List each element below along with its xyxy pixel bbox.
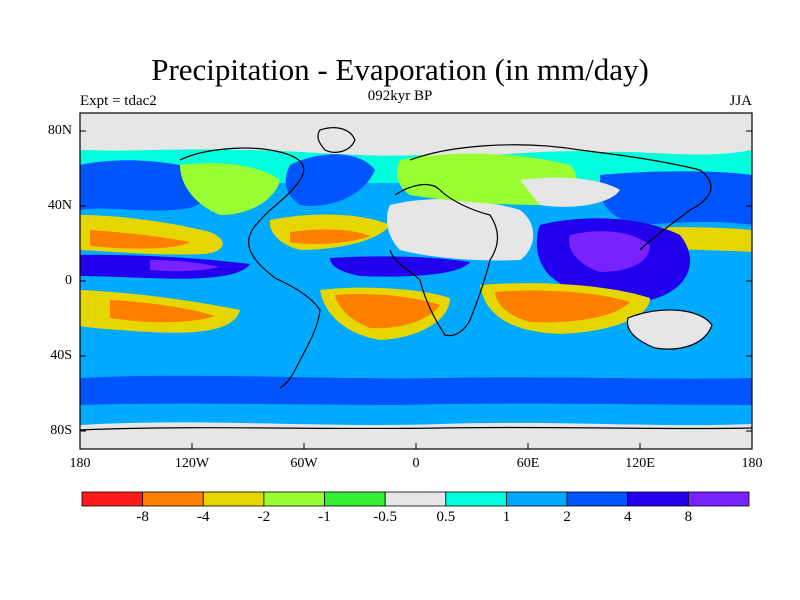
field-australia-neutral: [627, 309, 712, 350]
lat-label-equator: 0: [65, 273, 72, 288]
field-npacific-blue: [80, 160, 213, 211]
colorbar-swatch: [445, 491, 507, 507]
colorbar: [81, 491, 750, 507]
field-itcz-pacific-core: [150, 260, 220, 272]
field-centralasia-neutral: [520, 177, 620, 207]
colorbar-swatch: [566, 491, 629, 507]
field-wpacific-blue: [600, 171, 752, 225]
colorbar-label: -1: [318, 509, 331, 525]
field-spacific-orange: [110, 300, 215, 323]
coast-australia: [626, 309, 713, 350]
field-antarctic-neutral: [80, 422, 752, 449]
colorbar-swatch: [324, 491, 386, 507]
colorbar-swatch: [506, 491, 568, 507]
field-southern-ocean-core: [80, 375, 752, 405]
colorbar-swatch: [627, 491, 689, 507]
coast-antarctica: [80, 426, 752, 431]
lat-label-80s: 80S: [50, 423, 72, 438]
coast-greenland: [317, 127, 356, 153]
lon-label-60e: 60E: [516, 456, 540, 471]
colorbar-label: -0.5: [373, 509, 398, 525]
field-monsoon-core: [569, 231, 650, 272]
experiment-label: Expt = tdac2: [80, 93, 157, 109]
field-sahara-neutral: [387, 198, 534, 261]
colorbar-swatch: [81, 491, 144, 507]
field-satlantic-orange: [335, 294, 440, 329]
colorbar-swatch: [142, 491, 204, 507]
lat-label-40s: 40S: [50, 348, 72, 363]
lon-label-180w: 180: [69, 456, 91, 471]
colorbar-swatch: [202, 491, 265, 507]
coast-north-america: [179, 147, 305, 279]
colorbar-swatch: [263, 491, 325, 507]
lon-label-120e: 120E: [625, 456, 655, 471]
lon-label-120w: 120W: [174, 456, 210, 471]
lon-label-0: 0: [412, 456, 420, 471]
colorbar-label: 0.5: [436, 509, 456, 525]
field-itcz-atlantic: [330, 256, 470, 277]
lat-label-40n: 40N: [47, 198, 72, 213]
lat-label-80n: 80N: [47, 123, 72, 138]
colorbar-label: 8: [684, 509, 693, 525]
field-sindian-orange: [495, 290, 630, 323]
coast-eurasia: [409, 144, 712, 251]
map-title: Precipitation - Evaporation (in mm/day): [151, 52, 649, 87]
season-label: JJA: [729, 93, 752, 109]
coastlines: [80, 127, 752, 431]
colorbar-label: -8: [136, 509, 149, 525]
colorbar-label: 4: [623, 509, 632, 525]
map-subtitle: 092kyr BP: [367, 88, 433, 104]
colorbar-swatch: [384, 491, 447, 507]
lon-label-180e: 180: [741, 456, 763, 471]
field-natlantic-orange: [290, 229, 370, 244]
field-namerica-green: [180, 163, 280, 215]
colorbar-label: 2: [563, 509, 571, 525]
field-arctic-neutral: [80, 113, 752, 157]
colorbar-label: 1: [502, 509, 511, 525]
colorbar-label: -4: [197, 509, 210, 525]
colorbar-swatch: [687, 491, 750, 507]
coast-south-america: [274, 277, 321, 389]
field-natlantic-blue: [285, 154, 375, 206]
coast-africa: [389, 183, 499, 337]
colorbar-label: -2: [257, 509, 271, 525]
field-npacific-orange: [90, 230, 190, 249]
map-field: [80, 113, 752, 449]
lon-label-60w: 60W: [290, 456, 318, 471]
axis-ticks: [80, 130, 752, 449]
